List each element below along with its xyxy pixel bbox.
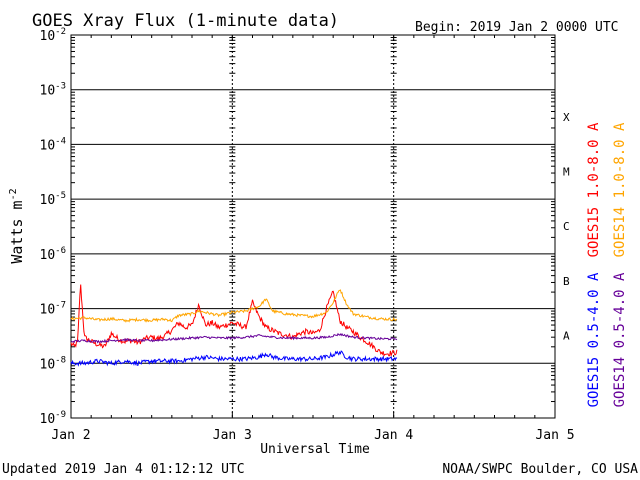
- day-dividers: [231, 35, 395, 418]
- x-tick-label: Jan 3: [213, 428, 252, 443]
- x-tick-label: Jan 4: [374, 428, 413, 443]
- y-axis-label: Watts m-2: [8, 188, 26, 263]
- flare-class-label: B: [563, 275, 570, 288]
- legend-entry: GOES14 0.5-4.0 A: [612, 272, 628, 407]
- flare-class-label: M: [563, 166, 570, 179]
- y-tick-label: 10-6: [40, 246, 67, 263]
- flare-class-labels: X M C B A: [563, 111, 570, 343]
- y-tick-label: 10-8: [40, 355, 67, 372]
- credit-label: NOAA/SWPC Boulder, CO USA: [442, 462, 638, 477]
- x-axis-label: Universal Time: [260, 442, 370, 457]
- series-line: [70, 332, 398, 344]
- y-tick-label: 10-4: [40, 136, 67, 153]
- series-line: [70, 350, 398, 367]
- legend: GOES15 1.0-8.0 A GOES14 1.0-8.0 A GOES15 0…: [586, 122, 628, 407]
- x-tick-labels: Jan 2 Jan 3 Jan 4 Jan 5: [51, 428, 574, 443]
- y-tick-label: 10-5: [40, 191, 67, 208]
- y-tick-label: 10-3: [40, 82, 67, 99]
- flare-class-label: A: [563, 330, 570, 343]
- y-tick-label: 10-7: [40, 301, 67, 318]
- y-tick-label: 10-9: [40, 410, 67, 427]
- decade-gridlines: [71, 89, 555, 364]
- flare-class-label: X: [563, 111, 570, 124]
- flare-class-label: C: [563, 220, 570, 233]
- y-tick-labels: 10-2 10-3 10-4 10-5 10-6 10-7 10-8 10-9: [40, 27, 67, 427]
- legend-entry: GOES15 0.5-4.0 A: [586, 272, 602, 407]
- series-line: [70, 289, 398, 323]
- x-tick-label: Jan 2: [51, 428, 90, 443]
- x-tick-label: Jan 5: [535, 428, 574, 443]
- legend-entry: GOES15 1.0-8.0 A: [586, 122, 602, 257]
- chart-title: GOES Xray Flux (1-minute data): [32, 11, 339, 31]
- legend-entry: GOES14 1.0-8.0 A: [612, 122, 628, 257]
- begin-label: Begin: 2019 Jan 2 0000 UTC: [415, 20, 619, 35]
- series-group: [70, 284, 398, 367]
- series-line: [70, 284, 398, 358]
- y-tick-label: 10-2: [40, 27, 67, 44]
- axis-ticks: [70, 35, 556, 418]
- updated-timestamp: Updated 2019 Jan 4 01:12:12 UTC: [2, 462, 245, 477]
